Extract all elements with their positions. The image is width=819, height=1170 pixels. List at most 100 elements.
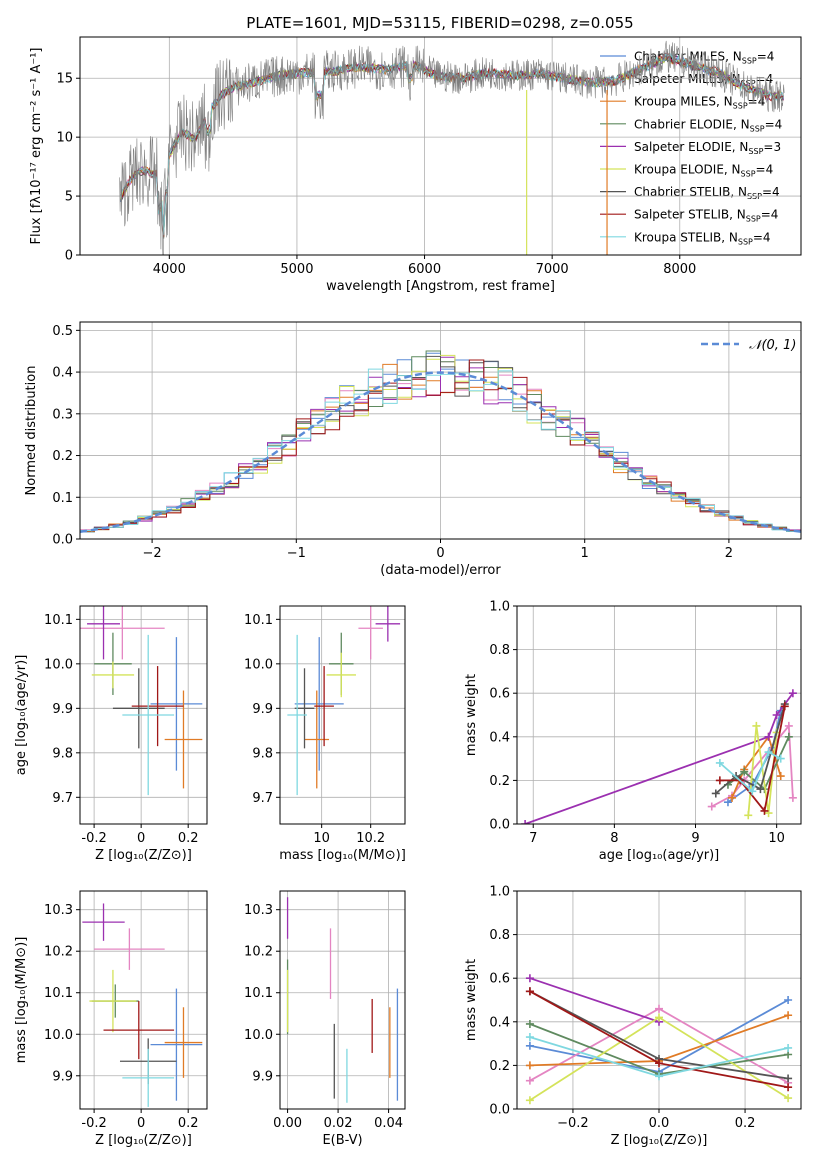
x-tick-label: 0	[436, 546, 444, 561]
mass-weight-marker	[788, 689, 797, 698]
mass-weight-marker	[784, 1074, 793, 1083]
legend-label: Kroupa ELODIE, NSSP=4	[634, 163, 773, 179]
x-axis-label: Z [log₁₀(Z/Z⊙)]	[95, 848, 192, 863]
axes-frame	[79, 36, 802, 256]
y-tick-label: 9.7	[252, 791, 273, 806]
mass-weight-marker	[525, 1096, 534, 1105]
age-vs-mass-marks	[287, 606, 401, 796]
mass-weight-marker	[776, 772, 785, 781]
weight-vs-Z-panel: −0.2 0.0 0.2 0.0 0.2 0.4 0.6 0.8 1.0 Z [log₁₀(Z/Z…	[464, 885, 802, 1148]
y-tick-label: 0.2	[52, 449, 73, 464]
x-tick-label: 10	[313, 831, 330, 846]
errorbar-point	[122, 1048, 175, 1107]
mass-vs-ebv-panel: 0.00 0.02 0.04 9.9 10.0 10.1 10.2 10.3 E(B-V)	[244, 890, 406, 1148]
mass-weight-marker	[525, 1033, 534, 1042]
x-tick-label: 2	[725, 546, 733, 561]
errorbar-point	[304, 690, 330, 789]
x-tick-label: 0.2	[178, 831, 199, 846]
x-tick-label: -0.2	[81, 1116, 106, 1131]
mass-vs-Z-panel: -0.2 0 0.2 9.9 10.0 10.1 10.2 10.3 Z [log₁₀(Z/Z⊙…	[14, 890, 208, 1148]
y-tick-label: 0	[65, 249, 73, 264]
y-tick-label: 9.9	[252, 1069, 273, 1084]
y-tick-label: 0.4	[489, 1015, 510, 1030]
y-tick-label: 10.3	[244, 903, 273, 918]
errorbar-point	[314, 666, 334, 747]
mass-weight-marker	[723, 798, 732, 807]
errorbar-point	[375, 606, 401, 642]
x-tick-label: 10	[768, 831, 785, 846]
y-tick-label: 0.6	[489, 687, 510, 702]
axes-frame	[516, 605, 802, 825]
spectrum-marks	[119, 40, 785, 255]
x-axis-label: E(B-V)	[322, 1133, 362, 1148]
mass-weight-marker	[655, 1059, 663, 1068]
mass-weight-marker	[728, 793, 737, 802]
legend-label: Chabrier STELIB, NSSP=4	[634, 185, 780, 201]
x-axis-label: wavelength [Angstrom, rest frame]	[326, 279, 555, 294]
axes-frame	[79, 890, 208, 1110]
mass-weight-marker	[525, 987, 534, 996]
x-tick-label: 0	[137, 831, 145, 846]
y-tick-label: 9.8	[252, 746, 273, 761]
y-tick-label: 0.3	[52, 407, 73, 422]
mass-weight-marker	[655, 1072, 663, 1081]
mass-weight-marker	[525, 1061, 534, 1070]
mass-weight-marker	[707, 802, 716, 811]
mass-weight-marker	[784, 1083, 793, 1092]
errorbar-point	[131, 666, 184, 747]
mass-weight-marker	[784, 721, 793, 730]
axes-frame	[79, 605, 208, 825]
y-tick-label: 0.0	[52, 533, 73, 548]
mass-weight-marker	[740, 767, 749, 776]
mass-weight-line	[719, 706, 786, 813]
y-tick-label: 10.1	[244, 613, 273, 628]
mass-weight-marker	[760, 806, 769, 815]
x-axis-label: Z [log₁₀(Z/Z⊙)]	[611, 1133, 708, 1148]
mass-weight-marker	[784, 996, 793, 1004]
x-tick-label: −2	[143, 546, 162, 561]
y-tick-label: 5	[65, 190, 73, 205]
errorbar-point	[294, 668, 315, 749]
mass-weight-line	[529, 977, 660, 1023]
y-tick-label: 0.2	[489, 774, 510, 789]
x-tick-label: 0.0	[649, 1116, 670, 1131]
x-tick-label: 1	[581, 546, 589, 561]
errorbar-point	[287, 634, 307, 796]
y-tick-label: 10.1	[44, 986, 73, 1001]
x-axis-label: (data-model)/error	[380, 563, 501, 578]
errorbar-point	[326, 652, 356, 698]
errorbar-point	[294, 637, 344, 771]
legend-label: Salpeter ELODIE, NSSP=3	[634, 140, 781, 156]
x-tick-label: 0.2	[178, 1116, 199, 1131]
y-tick-label: 10.2	[244, 945, 273, 960]
x-tick-label: -0.2	[81, 831, 106, 846]
residual-histogram	[80, 368, 801, 539]
x-axis-label: age [log₁₀(age/yr)]	[599, 848, 720, 863]
y-axis-label: Flux [fλ10⁻¹⁷ erg cm⁻² s⁻¹ A⁻¹]	[29, 48, 44, 245]
legend-entry: Chabrier STELIB, NSSP=4	[600, 185, 780, 201]
mass-weight-marker	[655, 1013, 663, 1022]
y-tick-label: 9.9	[52, 702, 73, 717]
y-axis-label: Normed distribution	[24, 366, 39, 496]
y-tick-label: 0.4	[489, 730, 510, 745]
mass-weight-marker	[525, 974, 534, 983]
x-tick-label: 0.04	[374, 1116, 403, 1131]
errorbar-point	[80, 606, 165, 660]
x-tick-label: 8000	[663, 262, 696, 277]
weight-vs-age-marks	[521, 689, 797, 824]
y-tick-label: 9.9	[252, 702, 273, 717]
errorbar-point	[358, 606, 383, 660]
gaussian-reference-line	[80, 371, 801, 533]
y-tick-label: 10.1	[244, 986, 273, 1001]
x-axis-label: Z [log₁₀(Z/Z⊙)]	[95, 1133, 192, 1148]
mass-vs-ebv-marks	[286, 897, 399, 1103]
y-tick-label: 9.9	[52, 1069, 73, 1084]
y-tick-label: 0.0	[489, 1103, 510, 1118]
y-tick-label: 0.8	[489, 643, 510, 658]
errorbar-point	[91, 661, 135, 689]
mass-vs-Z-marks	[82, 903, 203, 1107]
errorbar-point	[89, 969, 137, 1033]
mass-weight-marker	[525, 1076, 534, 1085]
y-axis-label: mass weight	[464, 959, 479, 1041]
